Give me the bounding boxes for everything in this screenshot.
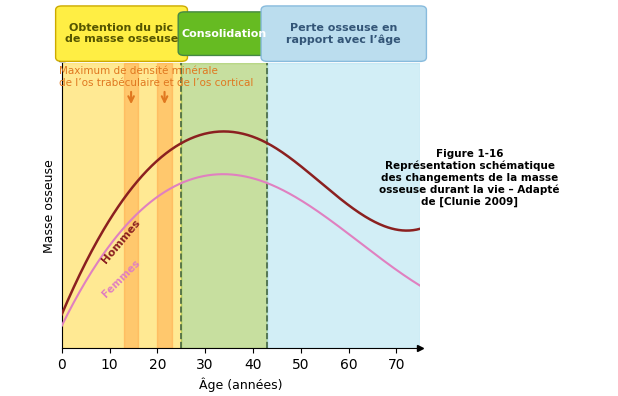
Bar xyxy=(158,63,172,348)
Text: Figure 1-16
Représentation schématique
des changements de la masse
osseuse duran: Figure 1-16 Représentation schématique d… xyxy=(379,149,560,207)
FancyBboxPatch shape xyxy=(56,6,187,61)
Text: Perte osseuse en
rapport avec l’âge: Perte osseuse en rapport avec l’âge xyxy=(287,23,401,45)
Text: Consolidation: Consolidation xyxy=(182,29,267,39)
Text: Femmes: Femmes xyxy=(100,257,142,299)
Text: Obtention du pic
de masse osseuse: Obtention du pic de masse osseuse xyxy=(65,23,178,44)
Bar xyxy=(62,63,181,348)
Bar xyxy=(181,63,268,348)
Y-axis label: Masse osseuse: Masse osseuse xyxy=(43,159,56,253)
Bar xyxy=(268,63,420,348)
FancyBboxPatch shape xyxy=(261,6,426,61)
Text: Hommes: Hommes xyxy=(100,217,142,265)
Text: Maximum de densité minérale
de l’os trabéculaire et de l’os cortical: Maximum de densité minérale de l’os trab… xyxy=(59,67,253,88)
Bar xyxy=(124,63,138,348)
X-axis label: Âge (années): Âge (années) xyxy=(199,378,283,392)
FancyBboxPatch shape xyxy=(178,12,271,55)
